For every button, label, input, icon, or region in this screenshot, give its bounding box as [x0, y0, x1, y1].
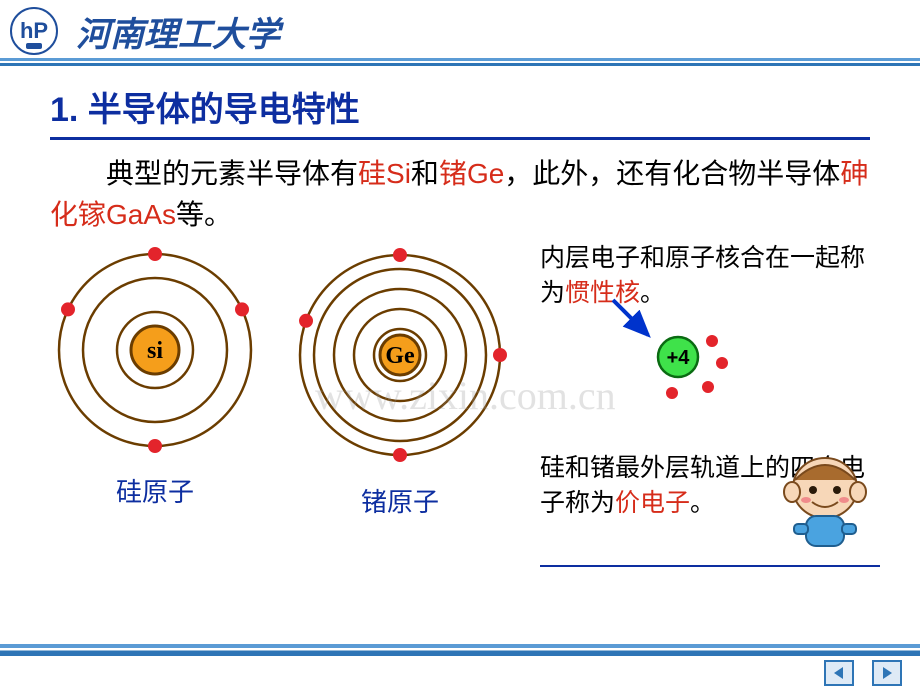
prev-button[interactable] [824, 660, 854, 686]
si-atom-svg: si [50, 245, 260, 455]
svg-text:Ge: Ge [385, 343, 415, 369]
si-atom-label: 硅原子 [50, 472, 260, 509]
highlight-valence: 价电子 [615, 489, 690, 517]
university-name: 河南理工大学 [76, 7, 280, 56]
next-button[interactable] [872, 660, 902, 686]
svg-text:+4: +4 [667, 347, 691, 369]
header: hP 河南理工大学 [0, 0, 920, 62]
core-diagram: +4 [638, 317, 758, 417]
svg-text:si: si [147, 338, 163, 364]
footer-underline [540, 565, 880, 567]
text: 典型的元素半导体有 [106, 158, 358, 189]
inert-core-text: 内层电子和原子核合在一起称为惯性核。 [540, 241, 870, 311]
si-atom-diagram: si 硅原子 [50, 245, 260, 509]
slide-title: 1. 半导体的导电特性 [50, 82, 870, 140]
text: 和 [411, 158, 439, 189]
slide-content: 1. 半导体的导电特性 典型的元素半导体有硅Si和锗Ge，此外，还有化合物半导体… [0, 62, 920, 622]
highlight-si: 硅Si [358, 158, 411, 189]
ge-atom-diagram: Ge 锗原子 [290, 245, 510, 519]
highlight-ge: 锗Ge [439, 158, 504, 189]
diagram-row: si 硅原子 Ge 锗原子 内层电子和原子核合在一起称为惯性核。 +4 硅和 [50, 245, 870, 521]
ge-atom-svg: Ge [290, 245, 510, 465]
text: 等。 [176, 199, 232, 230]
text: 。 [690, 489, 715, 517]
university-logo: hP [10, 7, 58, 55]
ge-atom-label: 锗原子 [290, 482, 510, 519]
cartoon-kid-icon [780, 452, 870, 552]
footer-divider [0, 644, 920, 656]
intro-paragraph: 典型的元素半导体有硅Si和锗Ge，此外，还有化合物半导体砷化镓GaAs等。 [50, 154, 870, 235]
nav-buttons [824, 660, 902, 686]
text: ，此外，还有化合物半导体 [504, 158, 840, 189]
